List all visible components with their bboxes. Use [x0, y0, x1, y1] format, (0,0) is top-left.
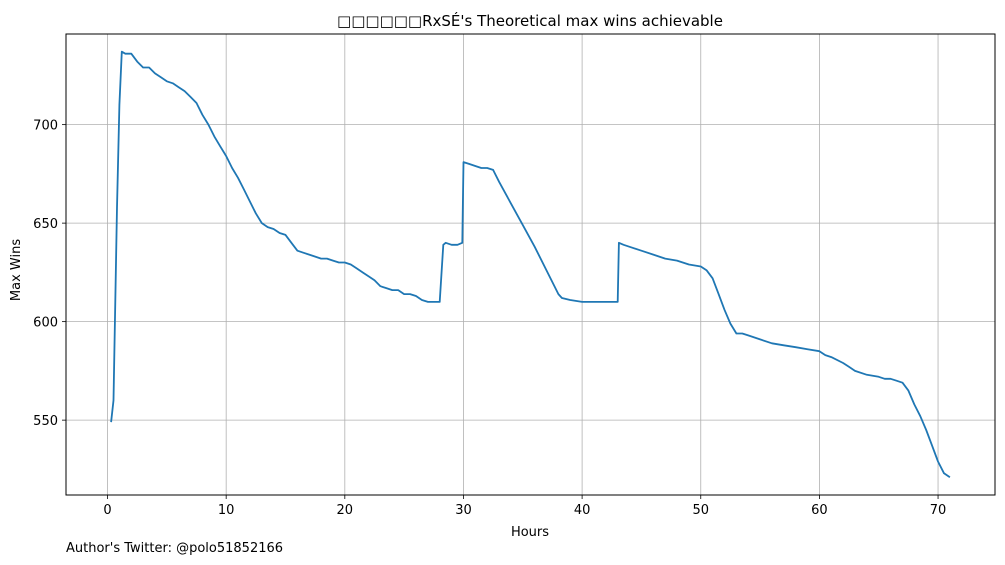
x-tick-label: 40 — [574, 503, 591, 518]
series-layer — [110, 50, 951, 479]
x-tick-label: 50 — [692, 503, 709, 518]
x-tick-label: 10 — [218, 503, 235, 518]
y-axis-label: Max Wins — [9, 239, 24, 301]
x-tick-label: 0 — [103, 503, 111, 518]
x-tick-label: 60 — [811, 503, 828, 518]
chart-title: □□□□□□RxSÉ's Theoretical max wins achiev… — [337, 11, 723, 30]
x-axis: 0 10 20 30 40 50 60 70 — [103, 495, 946, 518]
x-axis-label: Hours — [511, 525, 549, 540]
y-tick-label: 600 — [33, 316, 58, 331]
x-tick-label: 70 — [930, 503, 947, 518]
grid — [66, 34, 995, 495]
max-wins-line — [110, 50, 951, 479]
y-tick-label: 700 — [33, 119, 58, 134]
y-tick-label: 550 — [33, 414, 58, 429]
plot-frame — [65, 33, 996, 496]
y-tick-label: 650 — [33, 217, 58, 232]
author-twitter-note: Author's Twitter: @polo51852166 — [66, 541, 283, 556]
x-tick-label: 30 — [455, 503, 472, 518]
x-tick-label: 20 — [337, 503, 354, 518]
y-axis: 550 600 650 700 — [33, 119, 66, 429]
